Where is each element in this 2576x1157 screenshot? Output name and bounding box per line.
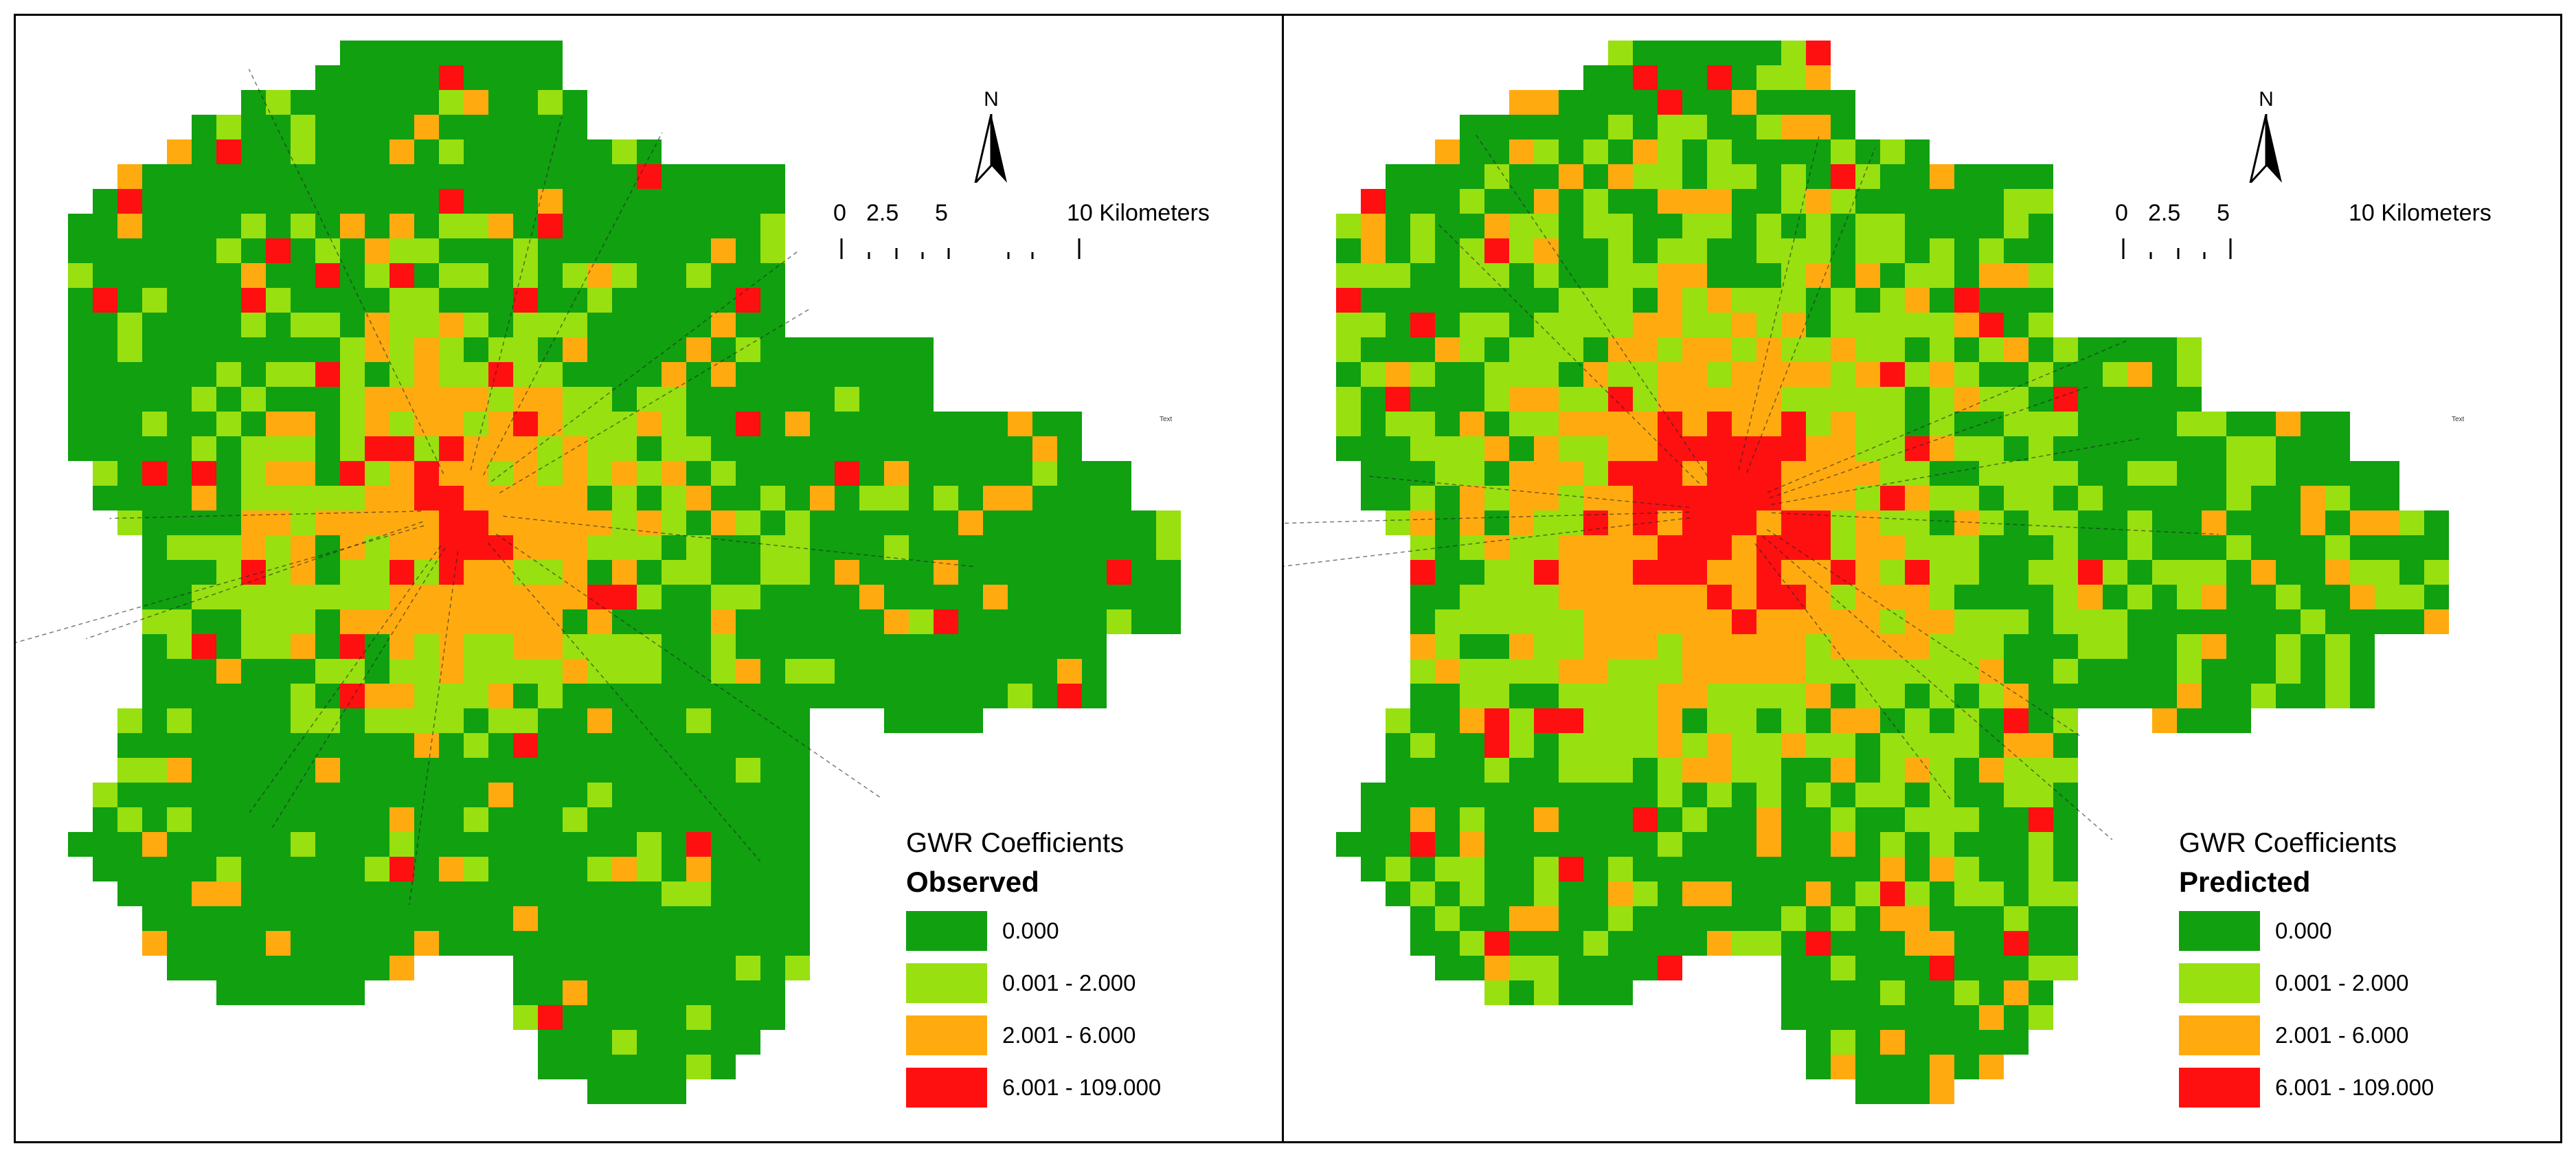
predicted-panel: N 0 2.5 5 10 Kilometers Text GWR Coeffic…: [1284, 16, 2560, 1141]
scale-label-2-5: 2.5: [2148, 200, 2181, 226]
legend-title: GWR Coefficients: [2179, 828, 2397, 858]
scale-label-10-km: 10 Kilometers: [2349, 200, 2492, 226]
observed-map: [16, 41, 1181, 1104]
legend: GWR Coefficients Observed 0.000 0.001 - …: [906, 828, 1236, 1120]
north-arrow: N: [2242, 88, 2290, 184]
north-label: N: [984, 88, 999, 111]
legend-swatch: [2179, 1015, 2260, 1055]
legend-label: 0.001 - 2.000: [2275, 970, 2409, 996]
legend-swatch: [906, 963, 987, 1003]
scale-ticks: [2122, 238, 2232, 259]
legend-subtitle: Observed: [906, 866, 1039, 898]
north-arrow-icon: [2249, 114, 2282, 183]
legend-label: 0.000: [1002, 918, 1059, 943]
legend-swatch: [2179, 911, 2260, 951]
legend-item-low: 0.001 - 2.000: [906, 963, 1236, 1003]
legend-swatch: [906, 1015, 987, 1055]
scale-bar: 0 2.5 5 10 Kilometers: [833, 200, 1245, 276]
legend-swatch: [906, 1068, 987, 1108]
legend-item-mid: 2.001 - 6.000: [906, 1015, 1236, 1055]
legend-title: GWR Coefficients: [906, 828, 1125, 858]
panel-divider: [1282, 16, 1284, 1141]
legend-label: 0.000: [2275, 918, 2332, 943]
legend-item-zero: 0.000: [2179, 911, 2509, 951]
legend-swatch: [906, 911, 987, 951]
legend-label: 0.001 - 2.000: [1002, 970, 1136, 996]
observed-panel: N 0 2.5 5 10 Kilometers Text: [16, 16, 1282, 1141]
scale-label-5: 5: [2217, 200, 2230, 226]
legend-item-high: 6.001 - 109.000: [906, 1068, 1236, 1108]
north-arrow: N: [967, 88, 1015, 184]
scale-label-5: 5: [935, 200, 948, 226]
legend-subtitle: Predicted: [2179, 866, 2311, 898]
scale-label-0: 0: [2115, 200, 2128, 226]
legend-item-mid: 2.001 - 6.000: [2179, 1015, 2509, 1055]
scale-ticks: [840, 238, 1081, 259]
legend-label: 6.001 - 109.000: [1002, 1075, 1162, 1100]
north-arrow-icon: [974, 114, 1007, 183]
scale-label-0: 0: [833, 200, 846, 226]
legend-swatch: [2179, 963, 2260, 1003]
edge-label: Text: [1160, 416, 1173, 423]
scale-label-10-km: 10 Kilometers: [1067, 200, 1210, 226]
legend-item-high: 6.001 - 109.000: [2179, 1068, 2509, 1108]
scale-label-2-5: 2.5: [866, 200, 899, 226]
legend-label: 2.001 - 6.000: [1002, 1022, 1136, 1048]
legend-label: 6.001 - 109.000: [2275, 1075, 2434, 1100]
legend-item-low: 0.001 - 2.000: [2179, 963, 2509, 1003]
legend-swatch: [2179, 1068, 2260, 1108]
figure: N 0 2.5 5 10 Kilometers Text: [14, 14, 2562, 1143]
predicted-map: [1284, 41, 2449, 1104]
scale-bar: 0 2.5 5 10 Kilometers: [2115, 200, 2527, 276]
north-label: N: [2259, 88, 2274, 111]
legend: GWR Coefficients Predicted 0.000 0.001 -…: [2179, 828, 2509, 1120]
legend-item-zero: 0.000: [906, 911, 1236, 951]
edge-label: Text: [2452, 416, 2465, 423]
legend-label: 2.001 - 6.000: [2275, 1022, 2409, 1048]
